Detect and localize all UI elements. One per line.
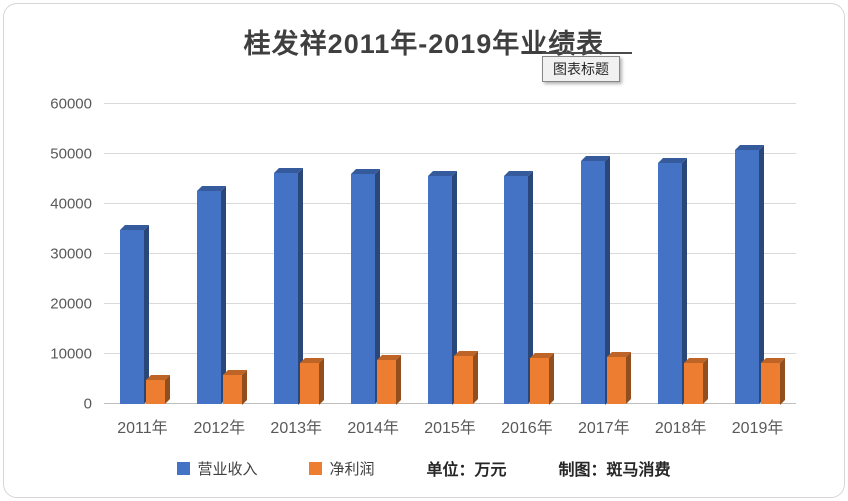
bar-营业收入-2015年[interactable]: [427, 170, 457, 404]
chart-title-tooltip: 图表标题: [542, 56, 620, 82]
y-tick-label: 10000: [50, 345, 92, 363]
x-tick-label-2016年: 2016年: [501, 420, 553, 437]
legend-label-profit: 净利润: [329, 460, 375, 478]
bar-净利润-2011年[interactable]: [145, 375, 170, 404]
bar-side-face: [395, 354, 401, 404]
x-axis-labels: 2011年 2012年 2013年 2014年 2015年 2016年 2017年 2018年…: [104, 414, 796, 438]
x-tick-label-2015年: 2015年: [424, 420, 476, 437]
x-tick-label-2017年: 2017年: [577, 420, 630, 437]
category-group-2017年: [565, 104, 642, 404]
bar-side-face: [626, 352, 632, 404]
bar-净利润-2015年[interactable]: [453, 351, 478, 404]
category-group-2019年: [719, 104, 796, 404]
y-tick-label: 20000: [50, 295, 92, 313]
x-tick-label-2018年: 2018年: [654, 420, 707, 437]
bar-side-face: [472, 351, 478, 404]
category-group-2015年: [412, 104, 489, 404]
category-group-2018年: [642, 104, 719, 404]
bar-净利润-2012年[interactable]: [222, 369, 247, 404]
y-tick-label: 60000: [50, 95, 92, 113]
bar-side-face: [549, 352, 555, 404]
legend: 营业收入 净利润 单位：万元 制图：斑马消费: [4, 456, 844, 480]
bar-营业收入-2017年[interactable]: [581, 155, 611, 404]
bar-营业收入-2013年[interactable]: [273, 167, 303, 404]
bar-side-face: [318, 357, 324, 404]
gridline: [104, 153, 796, 154]
bar-净利润-2013年[interactable]: [299, 357, 324, 404]
bar-营业收入-2014年[interactable]: [350, 169, 380, 404]
bar-营业收入-2019年[interactable]: [735, 145, 765, 404]
category-group-2016年: [488, 104, 565, 404]
legend-swatch-profit: [309, 461, 323, 475]
x-tick-label-2011年: 2011年: [117, 420, 168, 437]
x-tick-label-2014年: 2014年: [347, 420, 399, 437]
gridline: [104, 103, 796, 104]
category-group-2012年: [181, 104, 258, 404]
bar-净利润-2016年[interactable]: [530, 352, 555, 404]
legend-swatch-revenue: [177, 461, 191, 475]
y-tick-label: 50000: [50, 145, 92, 163]
bar-side-face: [164, 375, 170, 404]
legend-item-revenue[interactable]: 营业收入: [177, 458, 257, 479]
category-group-2014年: [335, 104, 412, 404]
category-group-2011年: [104, 104, 181, 404]
x-tick-label-2019年: 2019年: [731, 420, 784, 437]
bar-side-face: [241, 369, 247, 404]
title-underline: [542, 52, 632, 54]
bar-净利润-2019年[interactable]: [761, 357, 786, 404]
x-tick-label-2012年: 2012年: [193, 420, 246, 437]
bar-营业收入-2016年[interactable]: [504, 171, 534, 404]
bar-净利润-2014年[interactable]: [376, 354, 401, 404]
legend-label-revenue: 营业收入: [197, 460, 258, 478]
bar-side-face: [780, 357, 786, 404]
bar-营业收入-2018年[interactable]: [658, 157, 688, 404]
bars: [104, 104, 796, 404]
y-tick-label: 0: [83, 395, 92, 413]
legend-item-profit[interactable]: 净利润: [309, 458, 375, 479]
y-tick-label: 40000: [50, 195, 92, 213]
bar-净利润-2017年[interactable]: [607, 352, 632, 404]
y-tick-label: 30000: [50, 245, 92, 263]
credit-note: 制图：斑马消费: [558, 462, 671, 479]
bar-side-face: [703, 358, 709, 404]
category-group-2013年: [258, 104, 335, 404]
chart-frame: 桂发祥2011年-2019年业绩表 图表标题 0 10000 20000 30000 4…: [3, 3, 845, 498]
chart-title[interactable]: 桂发祥2011年-2019年业绩表: [243, 29, 605, 59]
unit-note: 单位：万元: [426, 462, 507, 479]
bar-营业收入-2012年[interactable]: [196, 186, 226, 404]
plot-area: 0 10000 20000 30000 40000 50000 60000: [50, 96, 796, 413]
bar-净利润-2018年[interactable]: [684, 358, 709, 404]
x-tick-label-2013年: 2013年: [270, 420, 323, 437]
bar-营业收入-2011年[interactable]: [119, 225, 149, 404]
